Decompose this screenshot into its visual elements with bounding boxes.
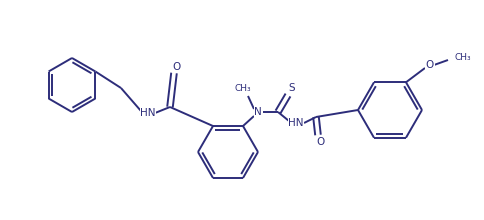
Text: HN: HN — [287, 118, 303, 128]
Text: HN: HN — [140, 108, 155, 118]
Text: CH₃: CH₃ — [234, 84, 251, 92]
Text: O: O — [425, 60, 433, 70]
Text: N: N — [254, 107, 261, 117]
Text: O: O — [316, 137, 324, 147]
Text: S: S — [288, 83, 295, 93]
Text: CH₃: CH₃ — [454, 53, 470, 62]
Text: O: O — [172, 62, 181, 72]
